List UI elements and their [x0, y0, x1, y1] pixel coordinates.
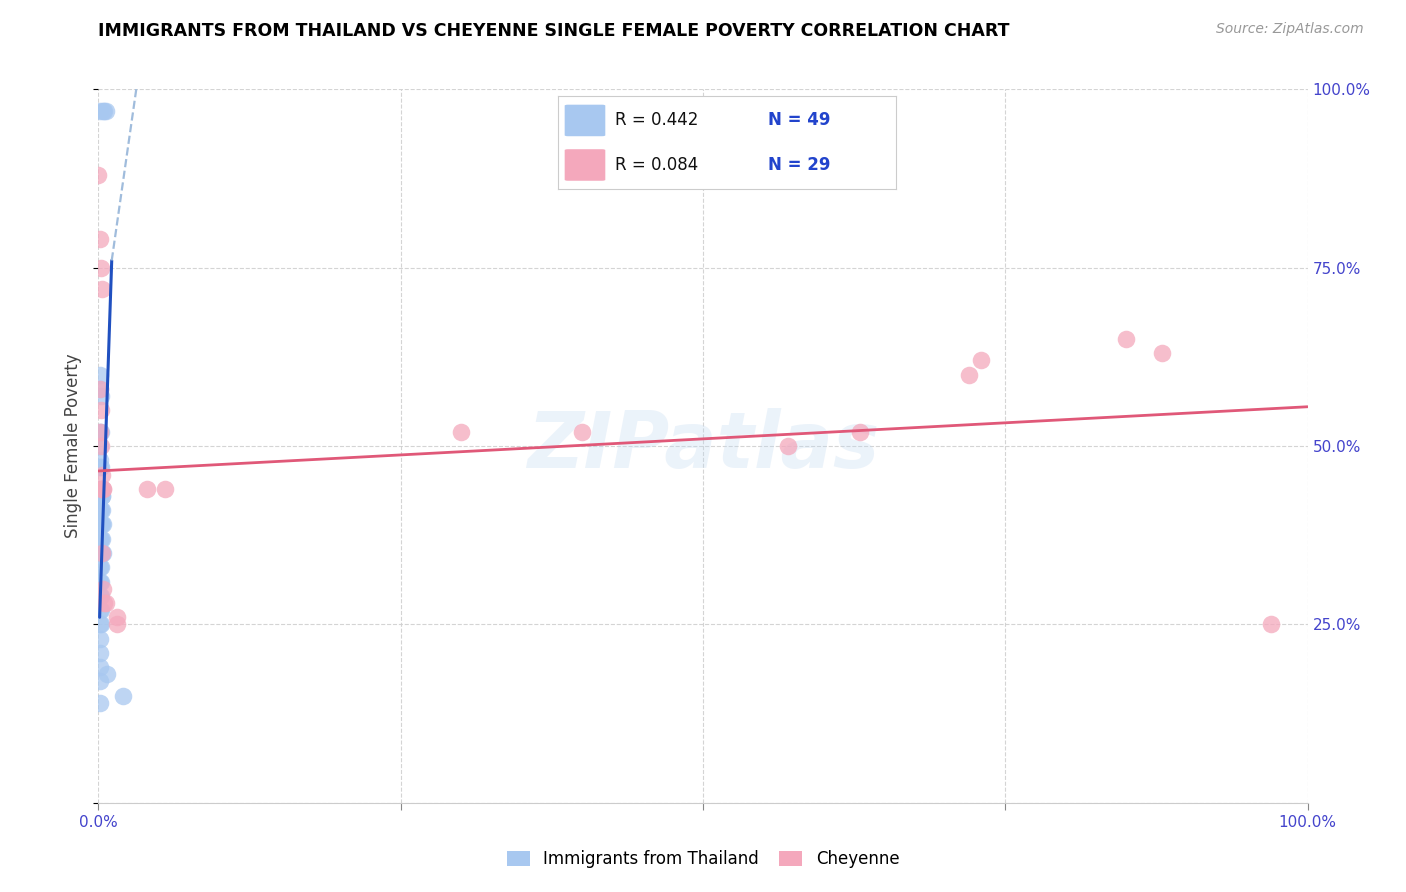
Point [91, 282, 114, 296]
Text: ZIPatlas: ZIPatlas [527, 408, 879, 484]
Point [89, 696, 111, 710]
Point [89, 603, 111, 617]
Point [89, 646, 111, 660]
Point [849, 425, 872, 439]
Point [111, 689, 134, 703]
Point [91, 482, 114, 496]
Point [91, 103, 114, 118]
Point [89, 660, 111, 674]
Point [571, 425, 593, 439]
Point [89, 439, 111, 453]
Point [91, 517, 114, 532]
Point [1152, 346, 1174, 360]
Point [90, 260, 112, 275]
Point [776, 439, 799, 453]
Point [89, 532, 111, 546]
Point [153, 482, 176, 496]
Point [90, 589, 112, 603]
Point [90, 389, 112, 403]
Point [90, 482, 112, 496]
Point [89, 560, 111, 574]
Point [89, 425, 111, 439]
Y-axis label: Single Female Poverty: Single Female Poverty [65, 354, 83, 538]
Point [1260, 617, 1282, 632]
Point [91, 532, 114, 546]
Point [135, 482, 157, 496]
Point [90, 546, 112, 560]
Point [89, 632, 111, 646]
Point [90, 403, 112, 417]
Point [89, 517, 111, 532]
Point [1115, 332, 1137, 346]
Point [91, 503, 114, 517]
Point [450, 425, 472, 439]
Point [89, 589, 111, 603]
Point [90, 574, 112, 589]
Point [89, 460, 111, 475]
Point [94, 103, 117, 118]
Point [89, 382, 111, 396]
Point [89, 382, 111, 396]
Point [91, 546, 114, 560]
Point [89, 574, 111, 589]
Text: Source: ZipAtlas.com: Source: ZipAtlas.com [1216, 22, 1364, 37]
Point [90, 503, 112, 517]
Point [90, 517, 112, 532]
Point [970, 353, 993, 368]
Point [93, 596, 115, 610]
Point [89, 425, 111, 439]
Point [90, 560, 112, 574]
Point [91, 489, 114, 503]
Point [89, 482, 111, 496]
Point [89, 674, 111, 689]
Point [91, 489, 114, 503]
Point [87, 168, 110, 182]
Point [89, 103, 111, 118]
Point [89, 232, 111, 246]
Point [89, 489, 111, 503]
Point [91, 582, 114, 596]
Point [91, 482, 114, 496]
Point [90, 460, 112, 475]
Point [90, 425, 112, 439]
Point [91, 482, 114, 496]
Point [90, 532, 112, 546]
Point [89, 617, 111, 632]
Point [105, 617, 128, 632]
Point [91, 517, 114, 532]
Point [96, 667, 118, 681]
Point [91, 467, 114, 482]
Point [90, 617, 112, 632]
Point [93, 103, 115, 118]
Point [91, 546, 114, 560]
Point [89, 368, 111, 382]
Point [91, 546, 114, 560]
Point [89, 546, 111, 560]
Point [89, 503, 111, 517]
Point [90, 439, 112, 453]
Text: IMMIGRANTS FROM THAILAND VS CHEYENNE SINGLE FEMALE POVERTY CORRELATION CHART: IMMIGRANTS FROM THAILAND VS CHEYENNE SIN… [98, 22, 1010, 40]
Point [94, 596, 117, 610]
Legend: Immigrants from Thailand, Cheyenne: Immigrants from Thailand, Cheyenne [498, 842, 908, 877]
Point [105, 610, 128, 624]
Point [957, 368, 980, 382]
Point [89, 453, 111, 467]
Point [90, 603, 112, 617]
